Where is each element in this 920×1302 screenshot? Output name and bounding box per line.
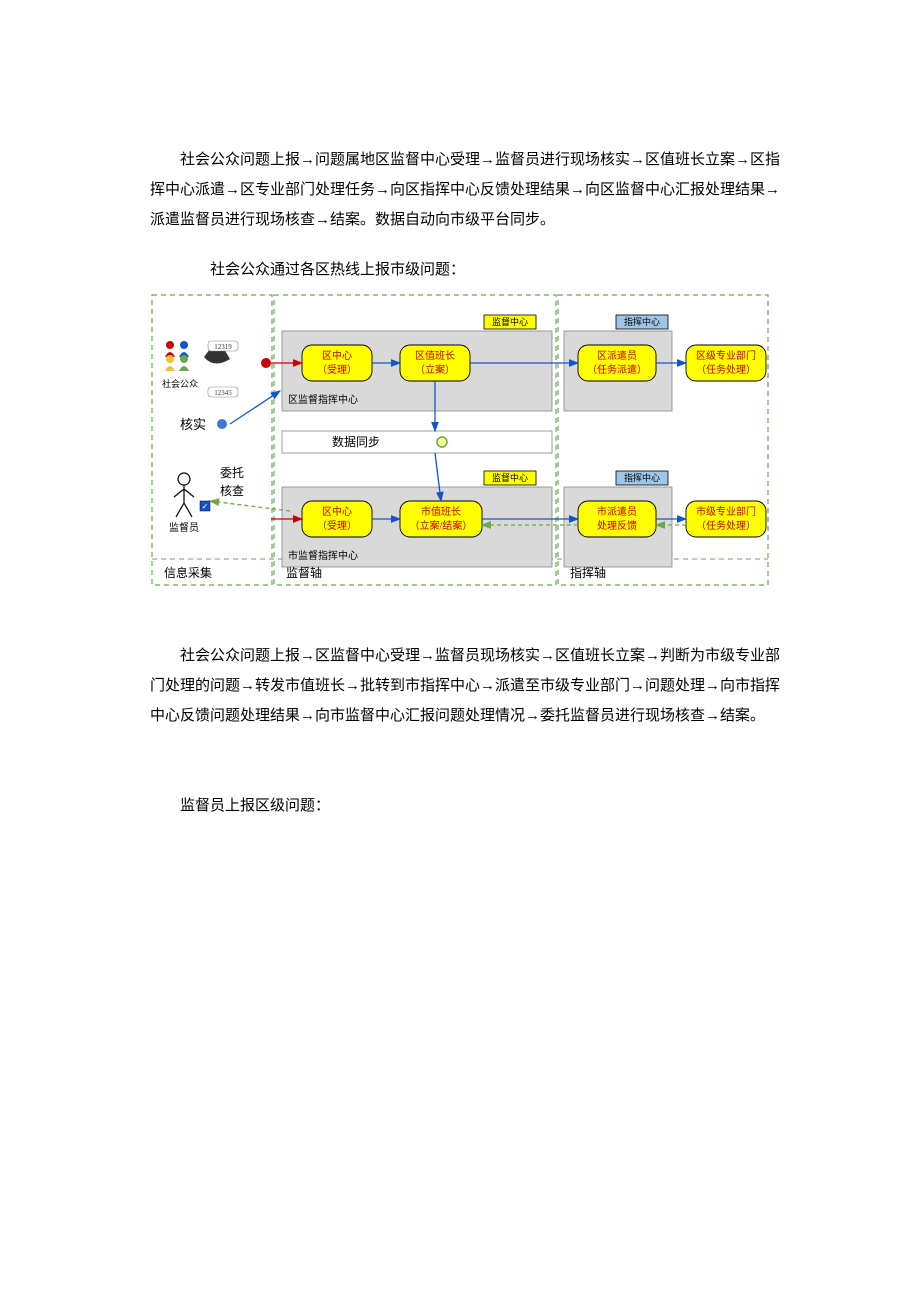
svg-text:社会公众: 社会公众 [162,378,198,389]
paragraph-2: 社会公众问题上报→区监督中心受理→监督员现场核实→区值班长立案→判断为市级专业部… [150,641,780,731]
svg-text:指挥中心: 指挥中心 [624,472,660,483]
svg-text:12345: 12345 [214,389,232,397]
svg-text:监督中心: 监督中心 [492,472,528,483]
svg-text:（立案）: （立案） [415,363,455,376]
svg-text:核实: 核实 [180,417,206,432]
svg-text:（任务处理）: （任务处理） [696,363,756,376]
svg-text:区监督指挥中心: 区监督指挥中心 [288,393,358,406]
svg-text:（任务派遣）: （任务派遣） [587,363,647,376]
svg-text:监督员: 监督员 [169,521,199,534]
svg-text:核查: 核查 [220,484,244,498]
svg-text:区级专业部门: 区级专业部门 [696,349,756,362]
svg-text:区中心: 区中心 [322,349,352,362]
paragraph-1: 社会公众问题上报→问题属地区监督中心受理→监督员进行现场核实→区值班长立案→区指… [150,145,780,235]
flowchart: 监督中心指挥中心监督中心指挥中心 区监督指挥中心市监督指挥中心 数据同步 区中心… [150,291,770,611]
svg-text:指挥轴: 指挥轴 [570,565,606,580]
svg-text:12319: 12319 [214,343,232,351]
svg-text:信息采集: 信息采集 [164,565,212,580]
svg-text:区中心: 区中心 [322,505,352,518]
svg-text:（任务处理）: （任务处理） [696,519,756,532]
svg-text:市派遣员: 市派遣员 [597,505,637,518]
svg-text:数据同步: 数据同步 [332,434,380,449]
svg-text:处理反馈: 处理反馈 [597,519,637,532]
svg-text:市监督指挥中心: 市监督指挥中心 [288,549,358,562]
svg-text:（受理）: （受理） [317,520,357,532]
svg-text:指挥中心: 指挥中心 [624,316,660,327]
svg-text:市值班长: 市值班长 [421,505,461,518]
svg-text:（受理）: （受理） [317,364,357,376]
svg-text:区值班长: 区值班长 [415,349,455,362]
subtitle-1: 社会公众通过各区热线上报市级问题： [210,255,780,285]
svg-text:市级专业部门: 市级专业部门 [696,505,756,518]
svg-text:监督中心: 监督中心 [492,316,528,327]
svg-text:（立案/结案）: （立案/结案） [410,519,473,532]
svg-text:委托: 委托 [220,466,244,480]
svg-text:监督轴: 监督轴 [286,565,322,580]
svg-text:区派遣员: 区派遣员 [597,349,637,362]
subtitle-2: 监督员上报区级问题： [150,791,780,821]
svg-text:✓: ✓ [202,502,209,511]
